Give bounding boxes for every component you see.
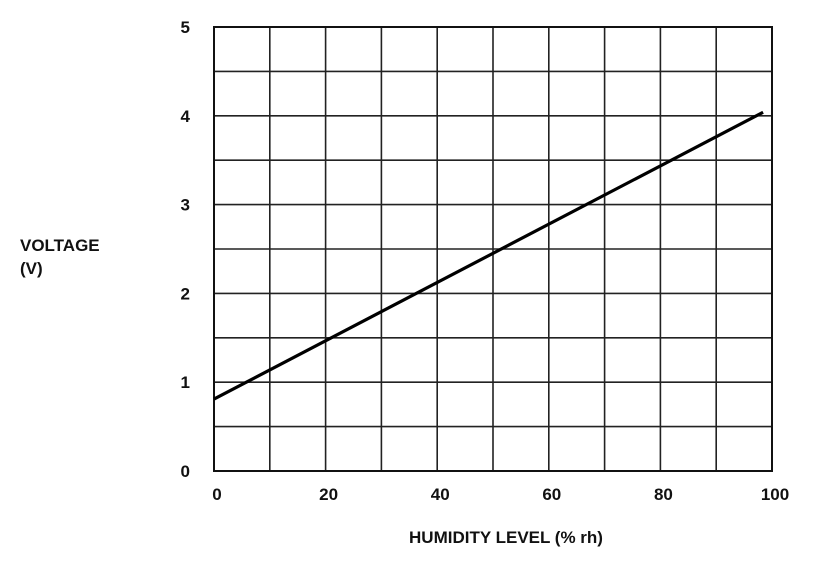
y-axis-title-line-2: (V) xyxy=(20,259,43,278)
series-layer xyxy=(213,110,764,401)
series-line-1 xyxy=(213,110,764,401)
x-tick-label: 20 xyxy=(319,485,338,504)
x-tick-label: 80 xyxy=(654,485,673,504)
y-tick-label: 3 xyxy=(181,196,190,215)
y-tick-label: 4 xyxy=(181,107,191,126)
x-tick-label: 100 xyxy=(761,485,789,504)
x-axis-tick-labels: 0 20 40 60 80 100 xyxy=(212,485,789,504)
plot-frame xyxy=(213,26,773,472)
y-tick-label: 2 xyxy=(181,284,190,303)
y-tick-label: 0 xyxy=(181,462,190,481)
x-tick-label: 0 xyxy=(212,485,221,504)
x-tick-label: 60 xyxy=(542,485,561,504)
y-tick-label: 1 xyxy=(181,373,190,392)
y-axis-tick-labels: 0 1 2 3 4 5 xyxy=(181,18,191,481)
y-axis-title-line-1: VOLTAGE xyxy=(20,236,100,255)
y-tick-label: 5 xyxy=(181,18,190,37)
x-tick-label: 40 xyxy=(431,485,450,504)
grid-lines xyxy=(214,27,772,471)
x-axis-title: HUMIDITY LEVEL (% rh) xyxy=(409,528,603,547)
